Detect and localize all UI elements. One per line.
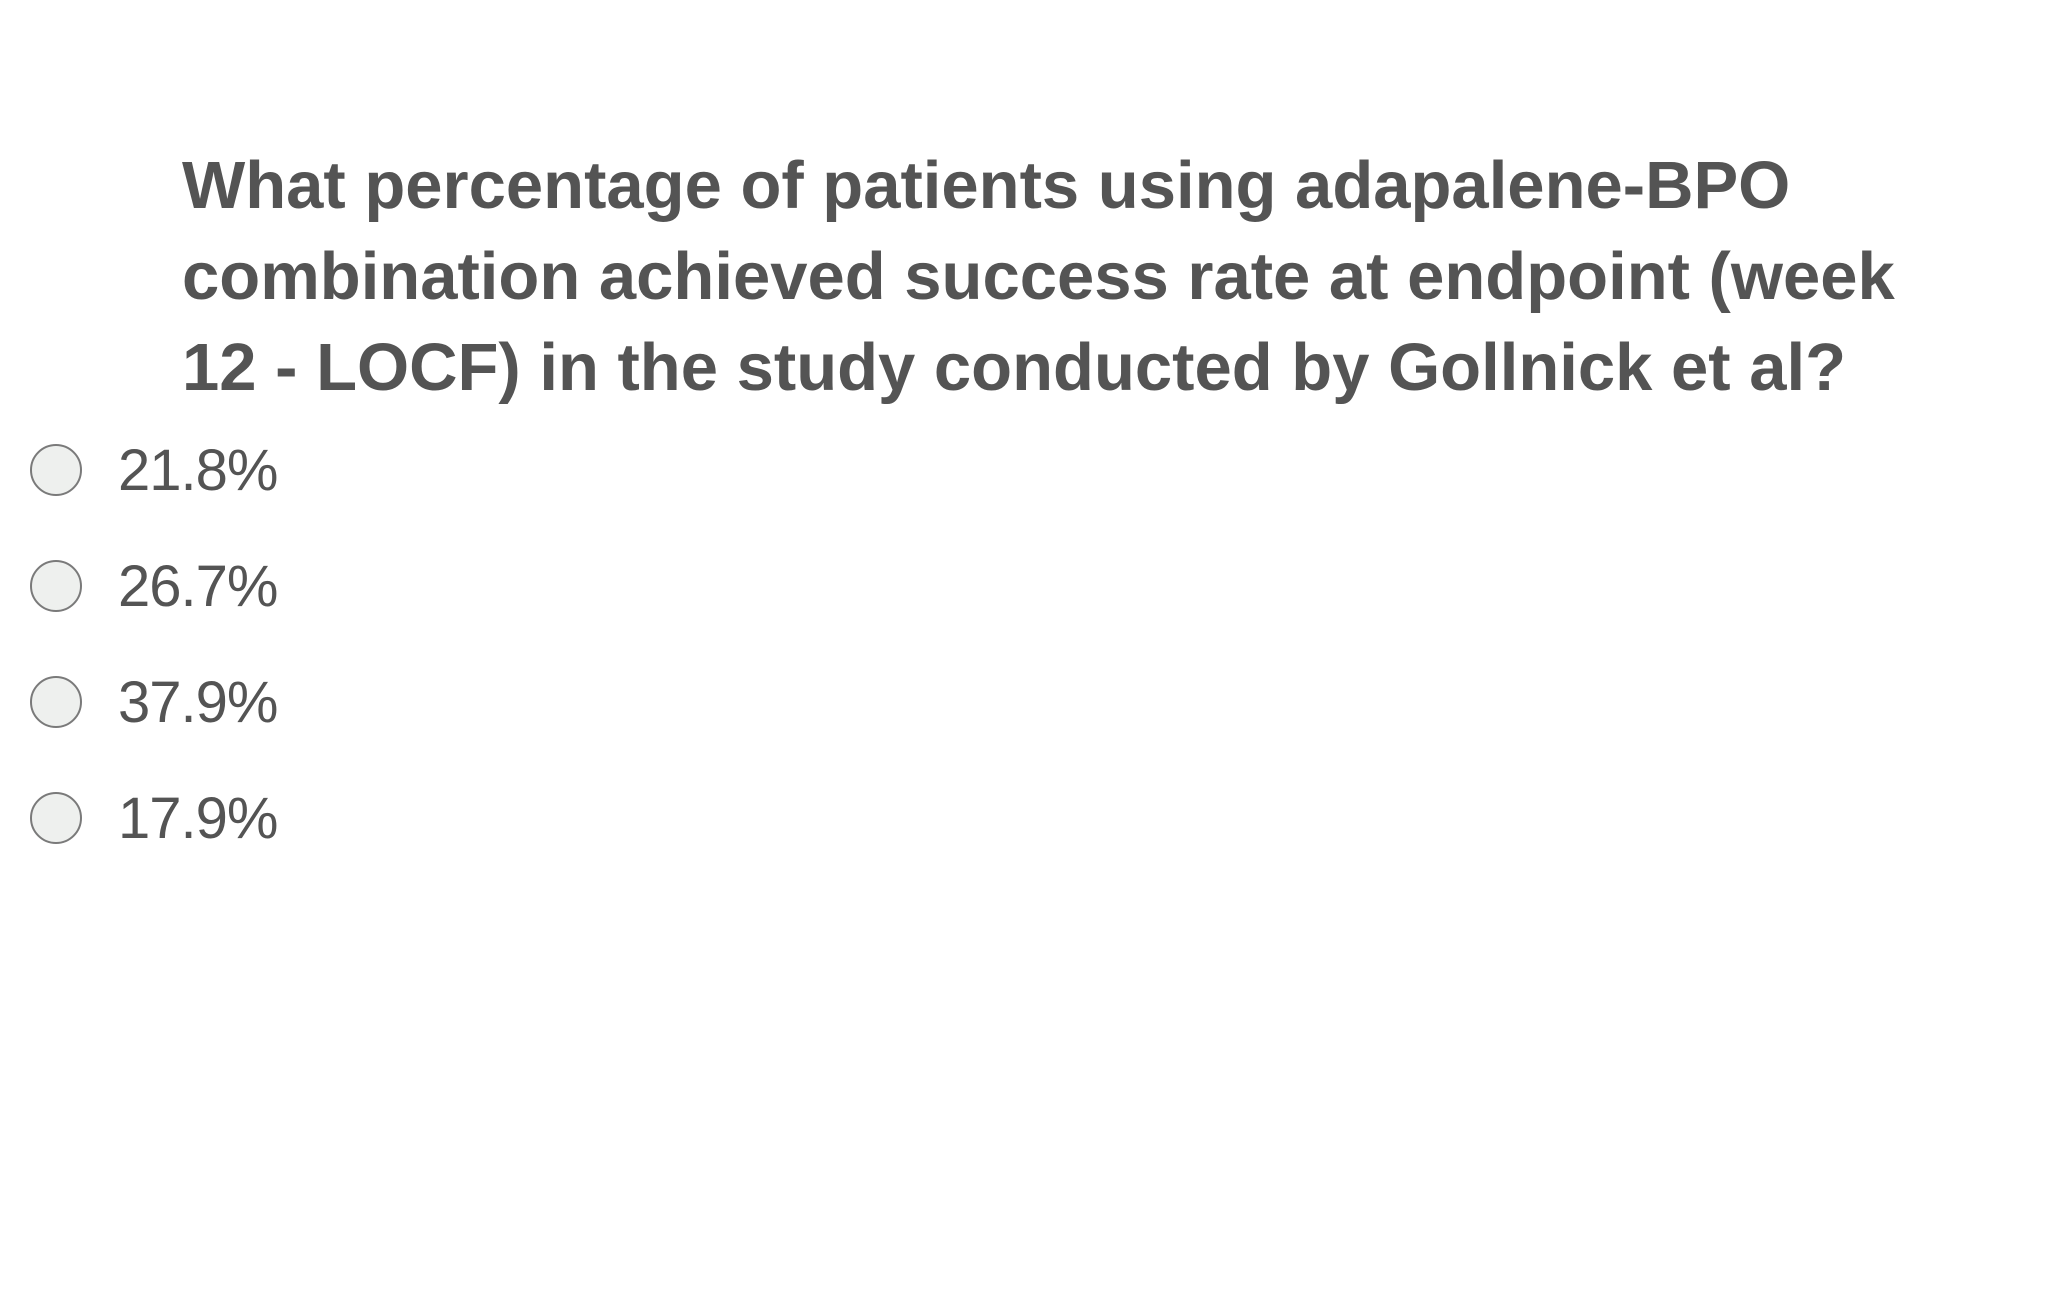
answer-option-4[interactable]: 17.9%: [30, 760, 278, 876]
answer-option-label[interactable]: 21.8%: [118, 437, 278, 503]
quiz-question-card: What percentage of patients using adapal…: [182, 140, 1902, 413]
answer-option-1[interactable]: 21.8%: [30, 412, 278, 528]
radio-button[interactable]: [30, 792, 82, 844]
answer-option-label[interactable]: 17.9%: [118, 785, 278, 851]
radio-button[interactable]: [30, 444, 82, 496]
radio-button[interactable]: [30, 560, 82, 612]
answer-option-3[interactable]: 37.9%: [30, 644, 278, 760]
answer-options: 21.8% 26.7% 37.9% 17.9%: [30, 412, 278, 876]
answer-option-label[interactable]: 37.9%: [118, 669, 278, 735]
answer-option-label[interactable]: 26.7%: [118, 553, 278, 619]
question-text: What percentage of patients using adapal…: [182, 148, 1895, 405]
answer-option-2[interactable]: 26.7%: [30, 528, 278, 644]
radio-button[interactable]: [30, 676, 82, 728]
